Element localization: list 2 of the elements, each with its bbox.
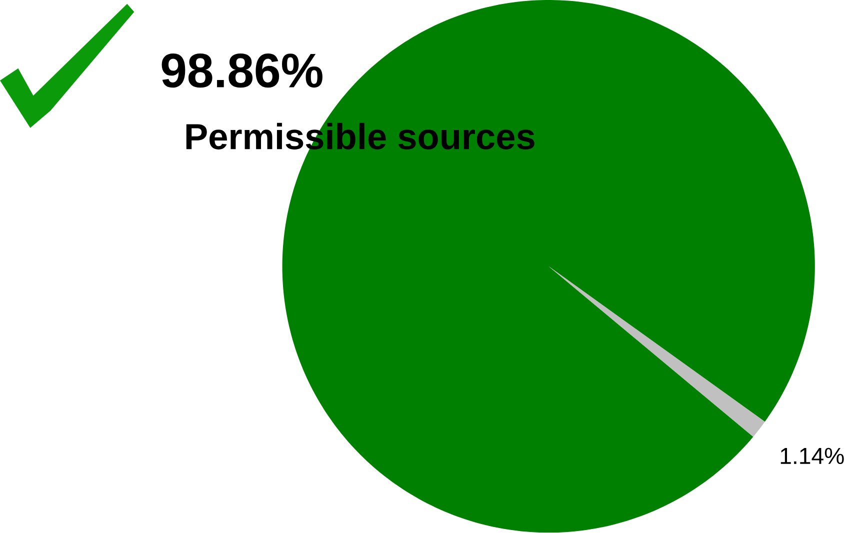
data-label: 1.14% — [780, 448, 844, 464]
data-label: 98.86% — [162, 54, 322, 88]
